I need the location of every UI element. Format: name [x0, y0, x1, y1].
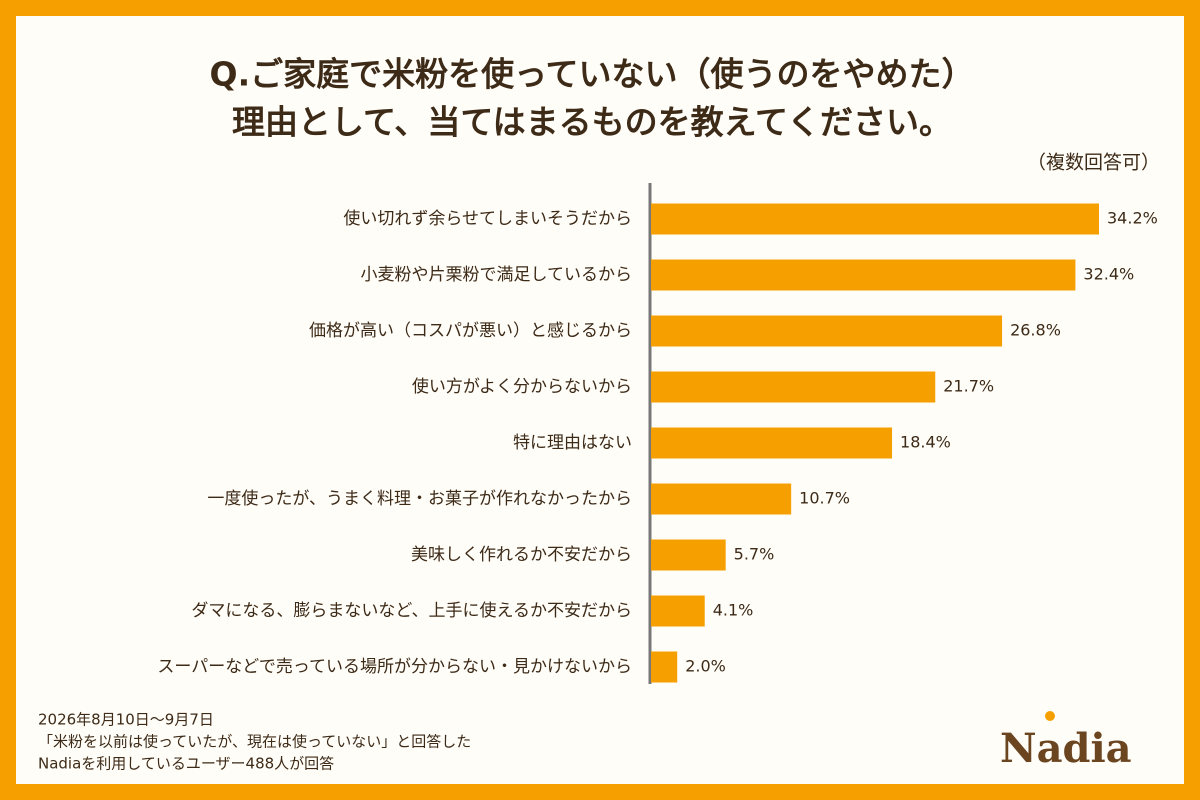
- logo: Nadia: [1000, 711, 1132, 772]
- bar: [651, 483, 792, 515]
- bar: [651, 203, 1099, 235]
- note: 2026年8月10日〜9月7日: [38, 711, 214, 729]
- bar: [651, 651, 678, 683]
- value-label: 34.2%: [1107, 209, 1158, 228]
- value-label: 18.4%: [900, 433, 951, 452]
- bar: [651, 315, 1003, 347]
- category-label: スーパーなどで売っている場所が分からない・見かけないから: [157, 657, 632, 677]
- category-label: ダマになる、膨らまないなど、上手に使えるか不安だから: [191, 600, 632, 621]
- category-label: 使い方がよく分からないから: [412, 376, 632, 397]
- value-label: 21.7%: [943, 377, 994, 396]
- chart-title: 理由として、当てはまるものを教えてください。: [232, 103, 952, 142]
- panel: [16, 16, 1184, 784]
- logo-text: Nadia: [1000, 725, 1132, 772]
- category-label: 美味しく作れるか不安だから: [411, 545, 632, 565]
- value-label: 26.8%: [1010, 321, 1061, 340]
- logo-flower: [1045, 711, 1055, 721]
- chart-title: Q.ご家庭で米粉を使っていない（使うのをやめた）: [210, 55, 975, 94]
- subtitle: （複数回答可）: [1027, 152, 1160, 174]
- value-label: 5.7%: [734, 545, 775, 564]
- value-label: 4.1%: [713, 601, 754, 620]
- value-label: 10.7%: [799, 489, 850, 508]
- value-label: 2.0%: [685, 657, 726, 676]
- note: Nadiaを利用しているユーザー488人が回答: [38, 755, 334, 773]
- note: 「米粉を以前は使っていたが、現在は使っていない」と回答した: [38, 733, 471, 751]
- category-label: 小麦粉や片栗粉で満足しているから: [361, 265, 633, 285]
- bar: [651, 595, 705, 627]
- bar: [651, 539, 726, 571]
- category-label: 一度使ったが、うまく料理・お菓子が作れなかったから: [207, 488, 632, 509]
- value-label: 32.4%: [1083, 265, 1134, 284]
- bar: [651, 427, 893, 459]
- category-label: 特に理由はない: [513, 433, 632, 453]
- category-label: 使い切れず余らせてしまいそうだから: [343, 208, 632, 229]
- bar: [651, 371, 936, 403]
- bar: [651, 259, 1076, 291]
- category-label: 価格が高い（コスパが悪い）と感じるから: [309, 321, 632, 341]
